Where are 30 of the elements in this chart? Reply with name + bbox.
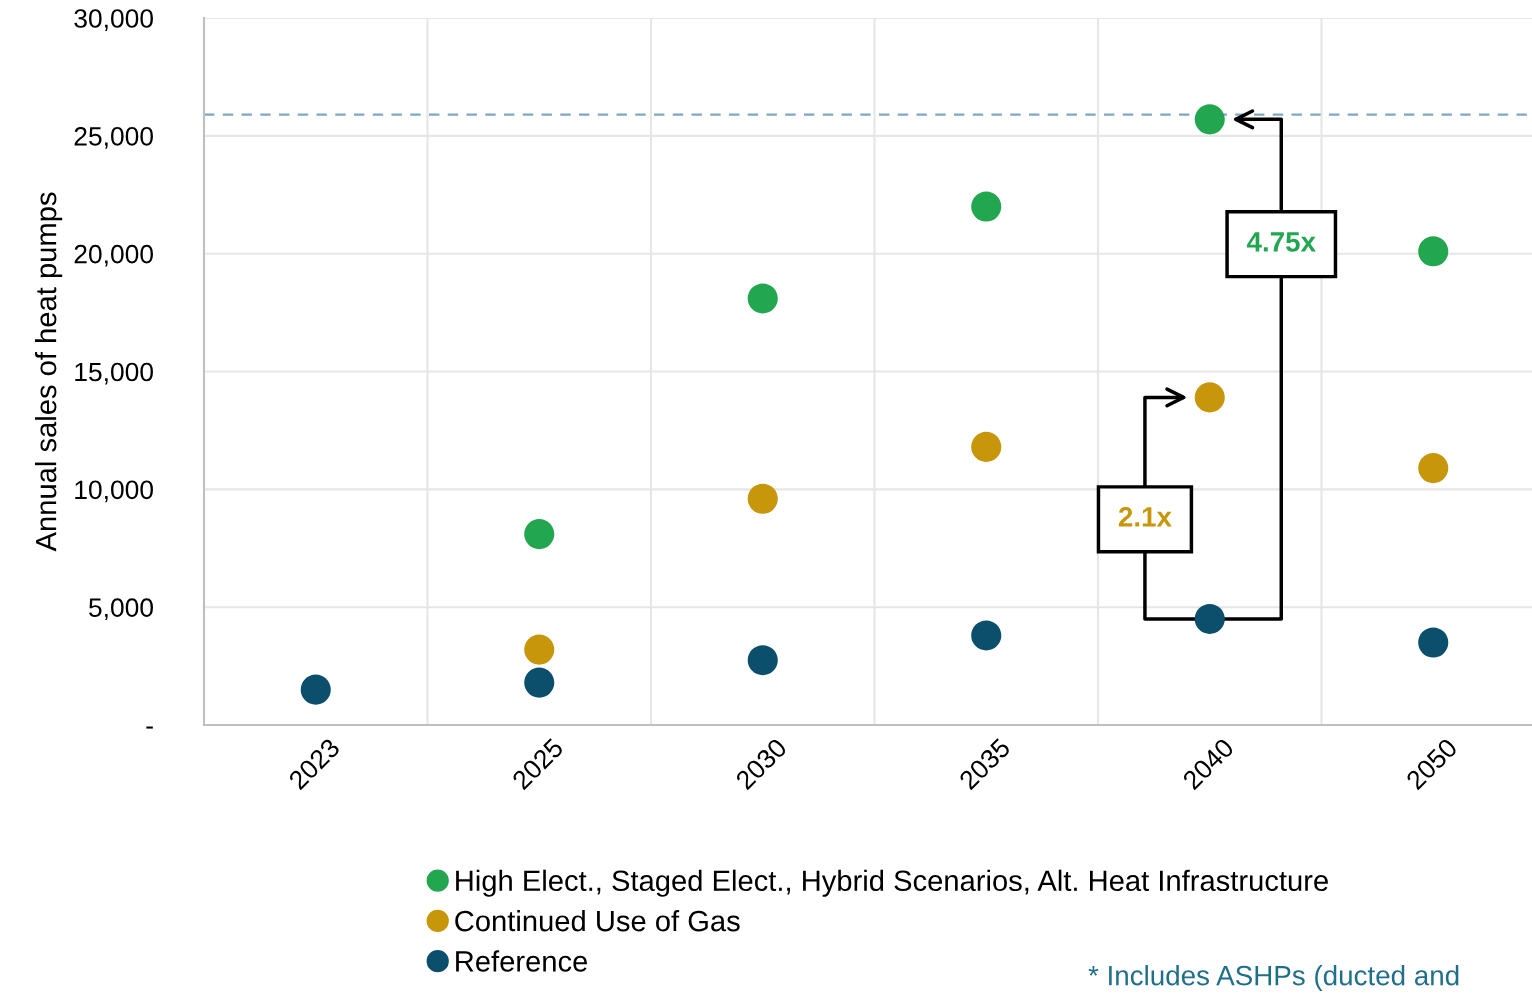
point bbox=[1418, 453, 1449, 484]
point bbox=[524, 667, 555, 698]
annotation: 2.1x bbox=[1118, 507, 1172, 527]
point bbox=[300, 674, 331, 705]
point bbox=[524, 519, 555, 550]
text: * Includes ASHPs (ducted and bbox=[1088, 965, 1459, 991]
point bbox=[1194, 382, 1225, 413]
legend-label: Continued Use of Gas bbox=[455, 909, 740, 932]
y-tick-label: 20,000 bbox=[74, 244, 153, 267]
y-axis-title: Annual sales of heat pumps bbox=[35, 192, 63, 552]
point bbox=[1194, 603, 1225, 635]
point bbox=[1194, 104, 1225, 135]
point bbox=[524, 634, 555, 665]
point bbox=[1418, 236, 1449, 267]
legend-label: High Elect., Staged Elect., Hybrid Scenarios, Alt. Heat Infrastructure bbox=[456, 869, 1328, 897]
point bbox=[971, 191, 1002, 222]
point bbox=[1418, 627, 1449, 658]
y-tick-label: 25,000 bbox=[74, 126, 153, 149]
point bbox=[747, 645, 778, 676]
point bbox=[747, 283, 778, 314]
y-tick-label: 15,000 bbox=[75, 362, 153, 385]
y-tick-label: 10,000 bbox=[75, 480, 153, 503]
y-tick-label: 5,000 bbox=[89, 598, 153, 621]
annotation: 4.75x bbox=[1246, 232, 1316, 252]
point bbox=[747, 483, 778, 514]
point bbox=[971, 431, 1002, 462]
y-tick-label: 30,000 bbox=[74, 9, 153, 31]
legend-label: Reference bbox=[456, 950, 588, 972]
point bbox=[971, 620, 1002, 651]
y-tick-label: - bbox=[146, 726, 153, 729]
